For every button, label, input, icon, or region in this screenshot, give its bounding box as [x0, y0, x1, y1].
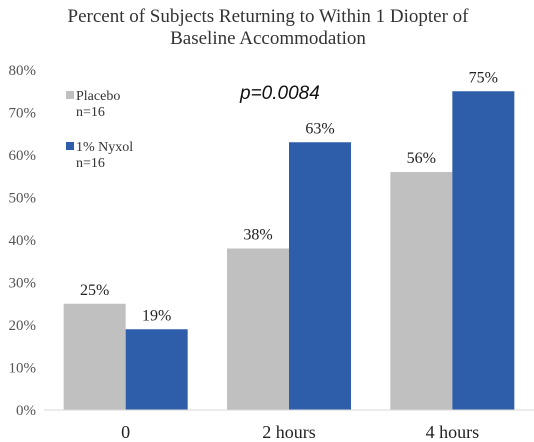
bar	[125, 329, 188, 410]
bar-value-label: 56%	[407, 150, 436, 167]
y-tick-label: 80%	[9, 63, 37, 79]
y-tick-label: 70%	[9, 106, 37, 122]
y-tick-label: 50%	[9, 191, 37, 207]
p-value-annotation: p=0.0084	[239, 83, 320, 104]
bar-value-label: 38%	[243, 227, 272, 244]
x-tick-label: 4 hours	[426, 422, 480, 442]
chart-title-line1: Percent of Subjects Returning to Within …	[68, 6, 470, 27]
bar	[452, 91, 515, 410]
y-tick-label: 10%	[9, 361, 37, 377]
bar-value-label: 19%	[142, 307, 171, 324]
legend-label-nyxol: 1% Nyxol	[76, 140, 133, 155]
y-tick-label: 0%	[16, 403, 36, 419]
x-tick-label: 0	[121, 422, 130, 442]
bar	[289, 142, 351, 410]
bars	[63, 91, 515, 410]
y-tick-label: 60%	[9, 148, 37, 164]
bar-value-label: 63%	[305, 120, 334, 137]
bar	[63, 303, 126, 410]
legend-n-placebo: n=16	[76, 105, 105, 120]
x-tick-label: 2 hours	[262, 422, 316, 442]
legend-swatch-placebo	[66, 91, 74, 99]
y-tick-label: 30%	[9, 276, 37, 292]
x-axis: 0 2 hours 4 hours	[121, 422, 479, 442]
bar-value-label: 75%	[469, 69, 498, 86]
y-tick-label: 20%	[9, 318, 37, 334]
legend-n-nyxol: n=16	[76, 156, 105, 171]
bar	[390, 172, 453, 410]
y-axis: 0% 10% 20% 30% 40% 50% 60% 70% 80%	[9, 63, 37, 419]
chart-title-line2: Baseline Accommodation	[170, 28, 366, 49]
legend-swatch-nyxol	[66, 142, 74, 150]
y-tick-label: 40%	[9, 233, 37, 249]
legend: Placebo n=16 1% Nyxol n=16	[66, 89, 133, 171]
bar	[227, 248, 289, 410]
legend-label-placebo: Placebo	[76, 89, 120, 104]
bar-value-label: 25%	[80, 282, 109, 299]
bar-labels: 25% 19% 38% 63% 56% 75%	[80, 69, 498, 324]
